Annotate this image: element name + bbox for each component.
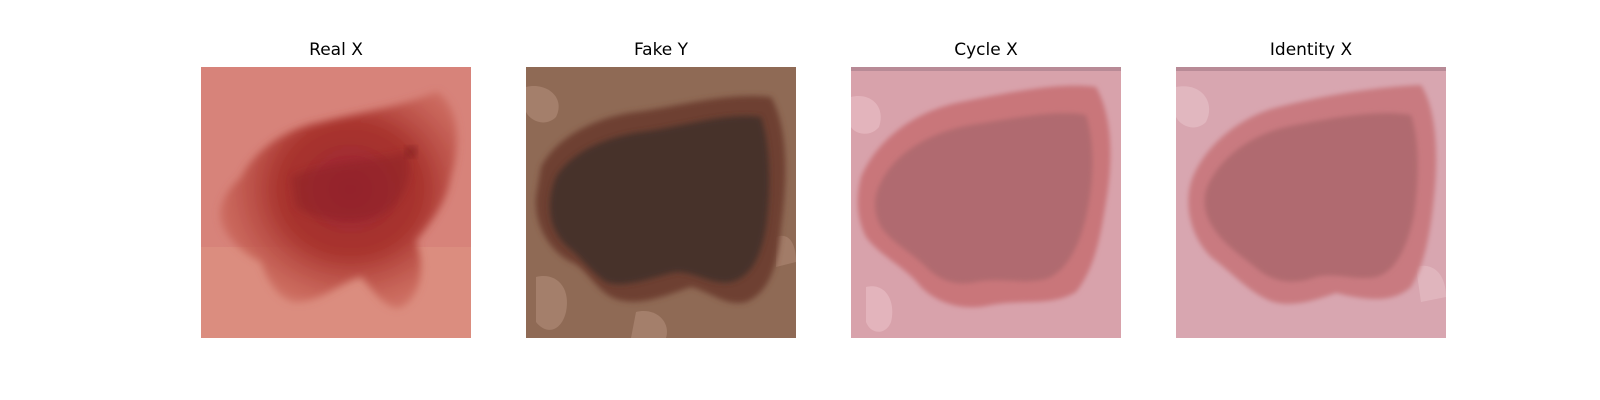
panel-title: Identity X	[1269, 40, 1353, 60]
fake-y-image	[526, 67, 796, 338]
panel-title: Cycle X	[954, 40, 1018, 60]
real-x-image	[201, 67, 471, 338]
identity-x-image	[1176, 67, 1446, 338]
panel-title: Fake Y	[633, 40, 689, 60]
cycle-x-image	[851, 67, 1121, 338]
panel-title: Real X	[309, 40, 363, 60]
